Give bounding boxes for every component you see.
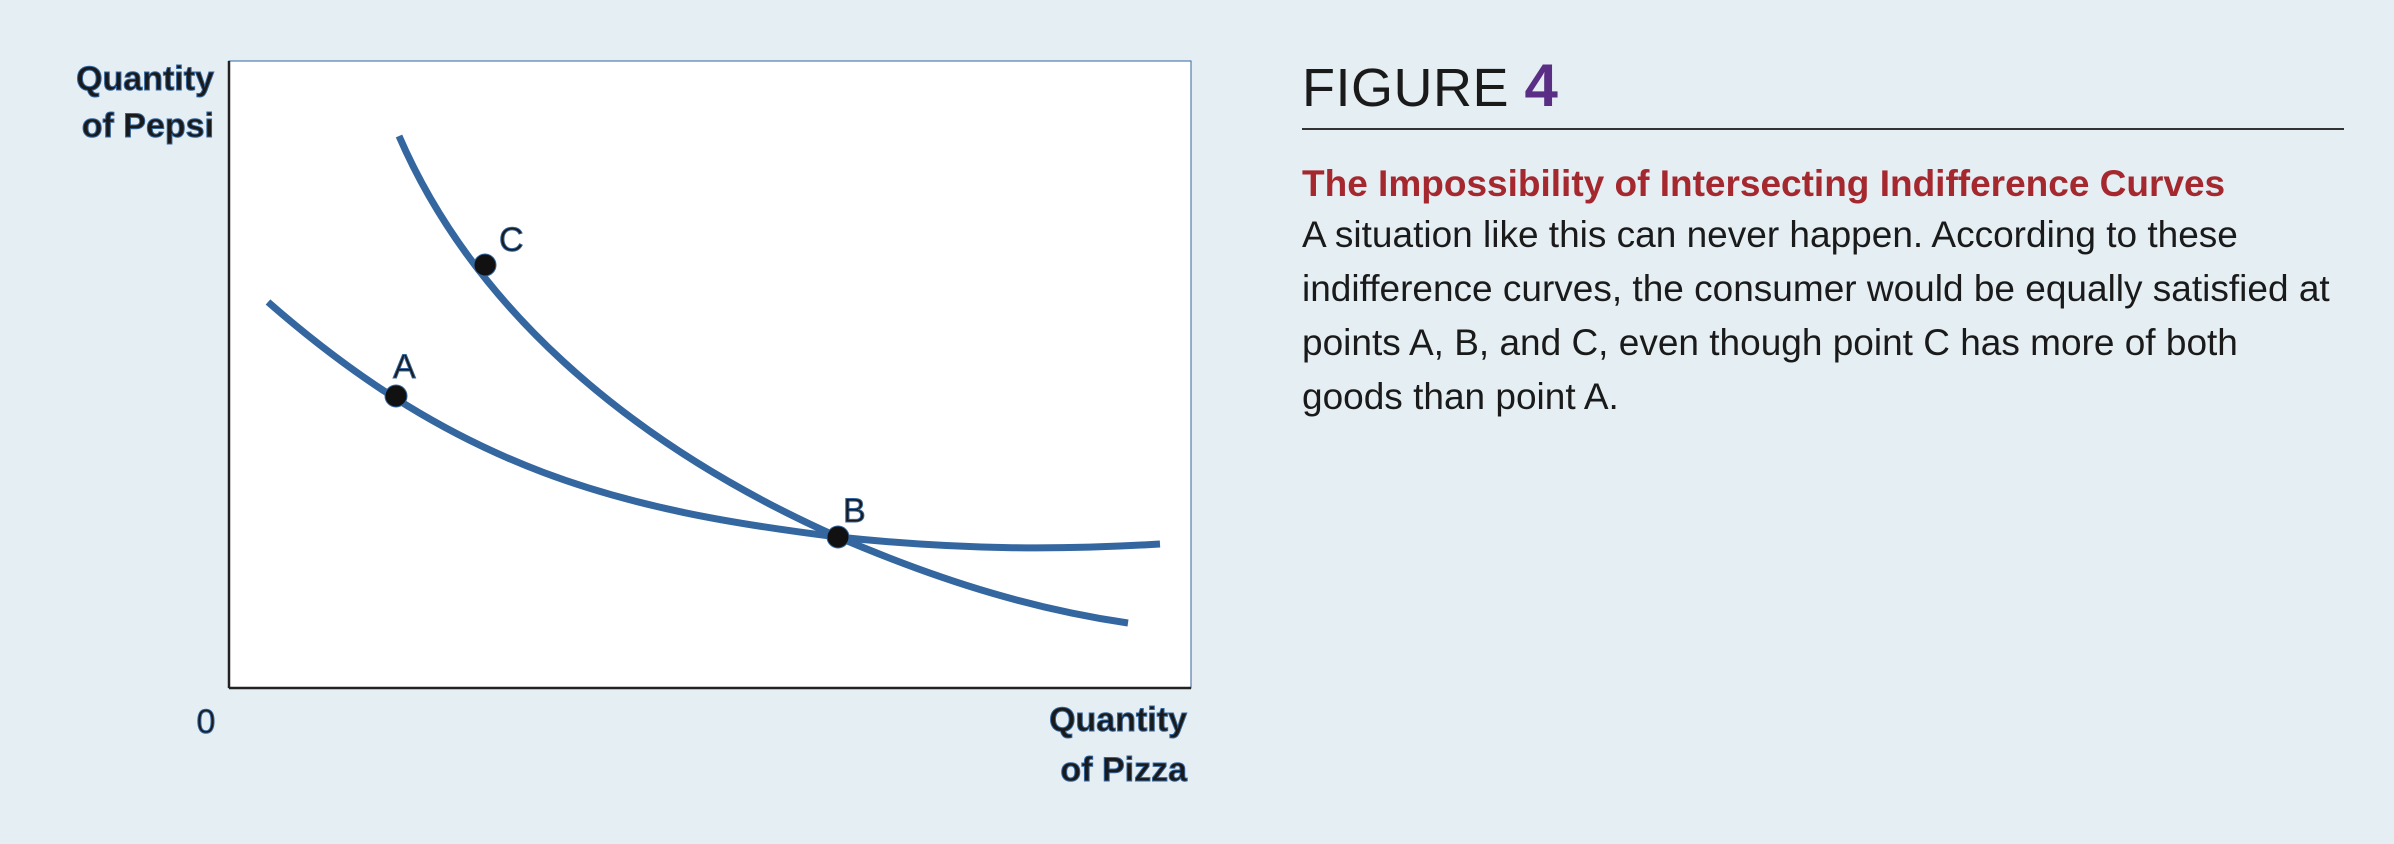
point-c-label: C — [499, 221, 524, 259]
point-a-label: A — [393, 348, 416, 386]
indifference-curve-diagram: A B C Quantity of Pepsi Quantity of Pizz… — [76, 60, 1192, 790]
figure-title: The Impossibility of Intersecting Indiff… — [1302, 163, 2226, 204]
point-c-marker — [473, 253, 497, 277]
figure-heading: FIGURE 4 — [1302, 56, 2344, 130]
figure-caption: A situation like this can never happen. … — [1302, 214, 2330, 417]
figure-panel: FIGURE 4 The Impossibility of Intersecti… — [1302, 56, 2344, 424]
figure-heading-word: FIGURE — [1302, 58, 1510, 118]
x-axis-label-line2: of Pizza — [1060, 751, 1188, 789]
point-b-marker — [826, 525, 850, 549]
plot-area — [228, 60, 1192, 689]
y-axis-label-line1: Quantity — [76, 60, 214, 98]
x-axis-label-line1: Quantity — [1049, 701, 1187, 739]
origin-label: 0 — [197, 703, 216, 741]
point-b-label: B — [843, 492, 866, 530]
point-a-marker — [384, 384, 408, 408]
figure-number: 4 — [1524, 52, 1559, 119]
indifference-curve-1 — [265, 299, 1161, 552]
y-axis-label-line2: of Pepsi — [82, 107, 214, 145]
